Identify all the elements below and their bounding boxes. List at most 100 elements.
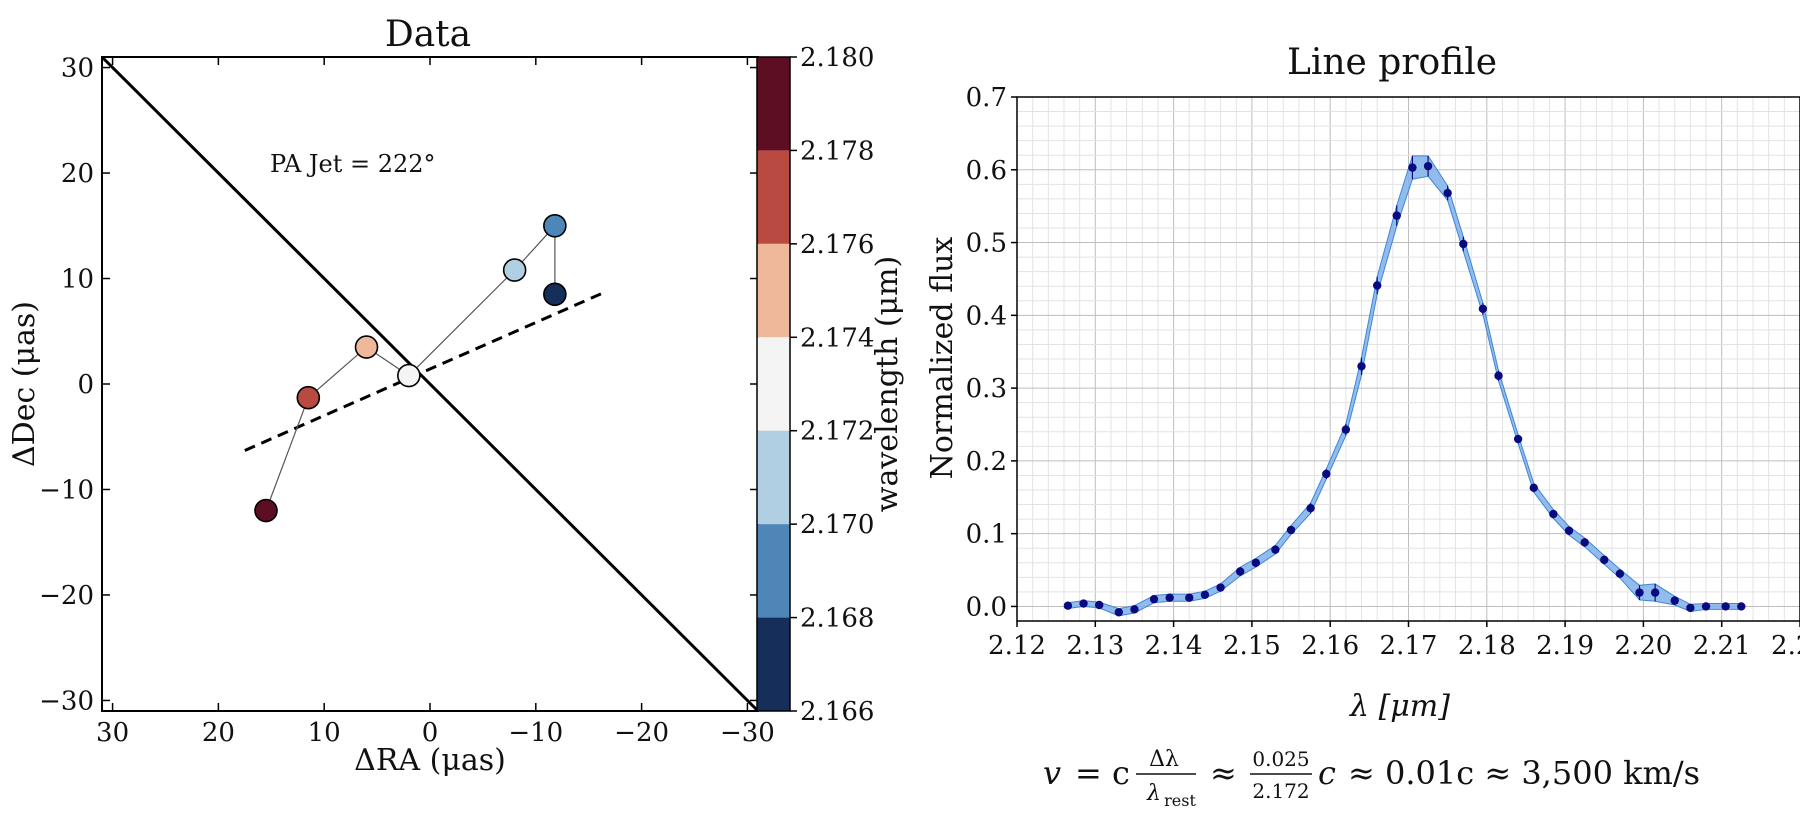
flux-point <box>1529 483 1538 493</box>
profile-y-tick-label: 0.2 <box>966 447 1007 477</box>
flux-point <box>1114 608 1123 617</box>
flux-point <box>1494 371 1503 380</box>
scatter-y-ticks: 30 20 10 0 −10 −20 −30 <box>39 54 758 716</box>
profile-y-tick-label: 0.1 <box>966 520 1007 550</box>
scatter-x-tick-label: 30 <box>96 718 129 748</box>
profile-y-tick-label: 0.5 <box>966 229 1007 259</box>
profile-x-tick-label: 2.14 <box>1145 631 1203 661</box>
profile-title: Line profile <box>1287 42 1497 83</box>
scatter-x-tick-label: −10 <box>508 718 563 748</box>
profile-x-label: λ [μm] <box>1349 689 1450 724</box>
flux-point <box>1423 161 1433 171</box>
flux-point <box>1408 163 1417 172</box>
scatter-point <box>543 282 567 307</box>
flux-point <box>1600 555 1609 565</box>
colorbar-bin <box>757 524 790 618</box>
formula-frac1-den: λ <box>1146 781 1161 806</box>
scatter-y-tick-label: 10 <box>61 265 94 295</box>
flux-point <box>1392 211 1401 220</box>
profile-y-tick-label: 0.3 <box>966 374 1007 404</box>
formula-frac1-den-sub: rest <box>1164 791 1196 810</box>
scatter-x-tick-label: −20 <box>614 718 669 748</box>
profile-panel: Line profile 2.12 2.13 2.14 2.15 2.16 2.17 2.1… <box>925 42 1800 724</box>
colorbar-tick-label: 2.168 <box>800 604 874 634</box>
profile-x-tick-label: 2.19 <box>1536 631 1594 661</box>
flux-point <box>1549 509 1558 519</box>
colorbar-bin <box>757 337 790 431</box>
flux-point <box>1095 600 1104 610</box>
profile-y-tick-label: 0.0 <box>966 592 1007 622</box>
colorbar-bin <box>757 243 790 338</box>
profile-y-label: Normalized flux <box>925 237 960 480</box>
profile-x-tick-label: 2.17 <box>1380 631 1438 661</box>
colorbar-bin <box>757 57 790 151</box>
scatter-x-ticks: 30 20 10 0 −10 −20 −30 <box>96 57 775 748</box>
colorbar-tick-label: 2.178 <box>800 136 874 166</box>
formula-rest: ≈ 0.01c ≈ 3,500 km/s <box>1348 754 1700 792</box>
flux-point <box>1079 599 1088 608</box>
colorbar-tick-label: 2.176 <box>800 230 874 260</box>
formula-frac2-den: 2.172 <box>1252 779 1309 803</box>
velocity-formula: v = c Δλ λ rest ≈ 0.025 2.172 c ≈ 0.01c … <box>1043 747 1700 810</box>
colorbar-bin <box>757 617 790 711</box>
scatter-plot-area <box>100 55 760 713</box>
profile-x-tick-label: 2.18 <box>1458 631 1516 661</box>
profile-x-tick-label: 2.12 <box>988 631 1046 661</box>
flux-point <box>1737 602 1746 611</box>
flux-point <box>1063 601 1073 610</box>
scatter-x-tick-label: 10 <box>308 718 341 748</box>
formula-c: c <box>1318 754 1336 792</box>
flux-point <box>1235 567 1245 576</box>
colorbar: 2.180 2.178 2.176 2.174 2.172 2.170 2.168 2.166… <box>756 43 905 727</box>
flux-point <box>1165 593 1174 602</box>
scatter-point <box>543 213 567 238</box>
flux-point <box>1564 526 1574 535</box>
scatter-point <box>502 258 527 282</box>
profile-plot-area <box>1063 155 1746 617</box>
scatter-y-tick-label: −10 <box>39 475 94 505</box>
scatter-y-tick-label: 20 <box>61 159 94 189</box>
formula-frac2-num: 0.025 <box>1252 747 1309 771</box>
colorbar-tick-label: 2.166 <box>800 697 874 727</box>
flux-point <box>1200 590 1210 599</box>
flux-point <box>1513 434 1523 444</box>
flux-point <box>1341 425 1351 434</box>
colorbar-tick-label: 2.174 <box>800 323 874 353</box>
scatter-point <box>354 335 379 359</box>
pa-jet-annotation: PA Jet = 222° <box>270 150 436 178</box>
flux-error-band <box>1067 155 1742 617</box>
flux-point <box>1701 602 1711 611</box>
colorbar-tick-label: 2.172 <box>800 417 874 447</box>
flux-point <box>1615 569 1625 578</box>
profile-x-tick-label: 2.16 <box>1301 631 1359 661</box>
formula-v: v <box>1043 754 1061 792</box>
scatter-title: Data <box>385 14 471 55</box>
flux-point <box>1251 558 1261 567</box>
flux-point <box>1271 545 1280 554</box>
flux-point <box>1670 596 1679 605</box>
scatter-y-tick-label: −20 <box>39 581 94 611</box>
colorbar-bin <box>757 430 790 525</box>
flux-point <box>1443 188 1452 198</box>
flux-point <box>1357 362 1366 371</box>
profile-x-tick-label: 2.20 <box>1614 631 1672 661</box>
flux-point <box>1149 594 1159 604</box>
formula-approx: ≈ <box>1210 754 1237 792</box>
flux-point <box>1185 593 1194 602</box>
colorbar-bin <box>757 150 790 244</box>
scatter-y-tick-label: 0 <box>77 370 94 400</box>
profile-x-tick-label: 2.15 <box>1223 631 1281 661</box>
colorbar-label: wavelength (μm) <box>870 256 905 512</box>
flux-point <box>1478 304 1488 313</box>
flux-point <box>1322 469 1331 479</box>
colorbar-frame <box>756 56 791 712</box>
colorbar-ticks: 2.180 2.178 2.176 2.174 2.172 2.170 2.168 2.166 <box>790 43 874 727</box>
scatter-y-tick-label: 30 <box>61 54 94 84</box>
colorbar-bins <box>757 57 790 711</box>
flux-point <box>1372 281 1382 290</box>
scatter-x-tick-label: 0 <box>422 718 439 748</box>
scatter-point <box>397 363 421 388</box>
scatter-x-tick-label: 20 <box>202 718 235 748</box>
formula-frac1-num: Δλ <box>1149 747 1179 772</box>
